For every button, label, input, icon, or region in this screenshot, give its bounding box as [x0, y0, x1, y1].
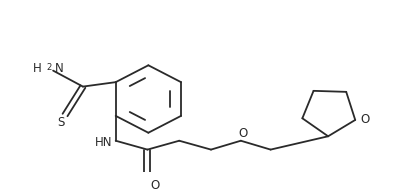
Text: O: O	[238, 127, 248, 140]
Text: 2: 2	[46, 63, 52, 71]
Text: HN: HN	[95, 136, 112, 149]
Text: O: O	[360, 113, 370, 126]
Text: S: S	[57, 116, 65, 129]
Text: O: O	[151, 180, 160, 192]
Text: H: H	[32, 62, 41, 75]
Text: N: N	[55, 62, 64, 75]
